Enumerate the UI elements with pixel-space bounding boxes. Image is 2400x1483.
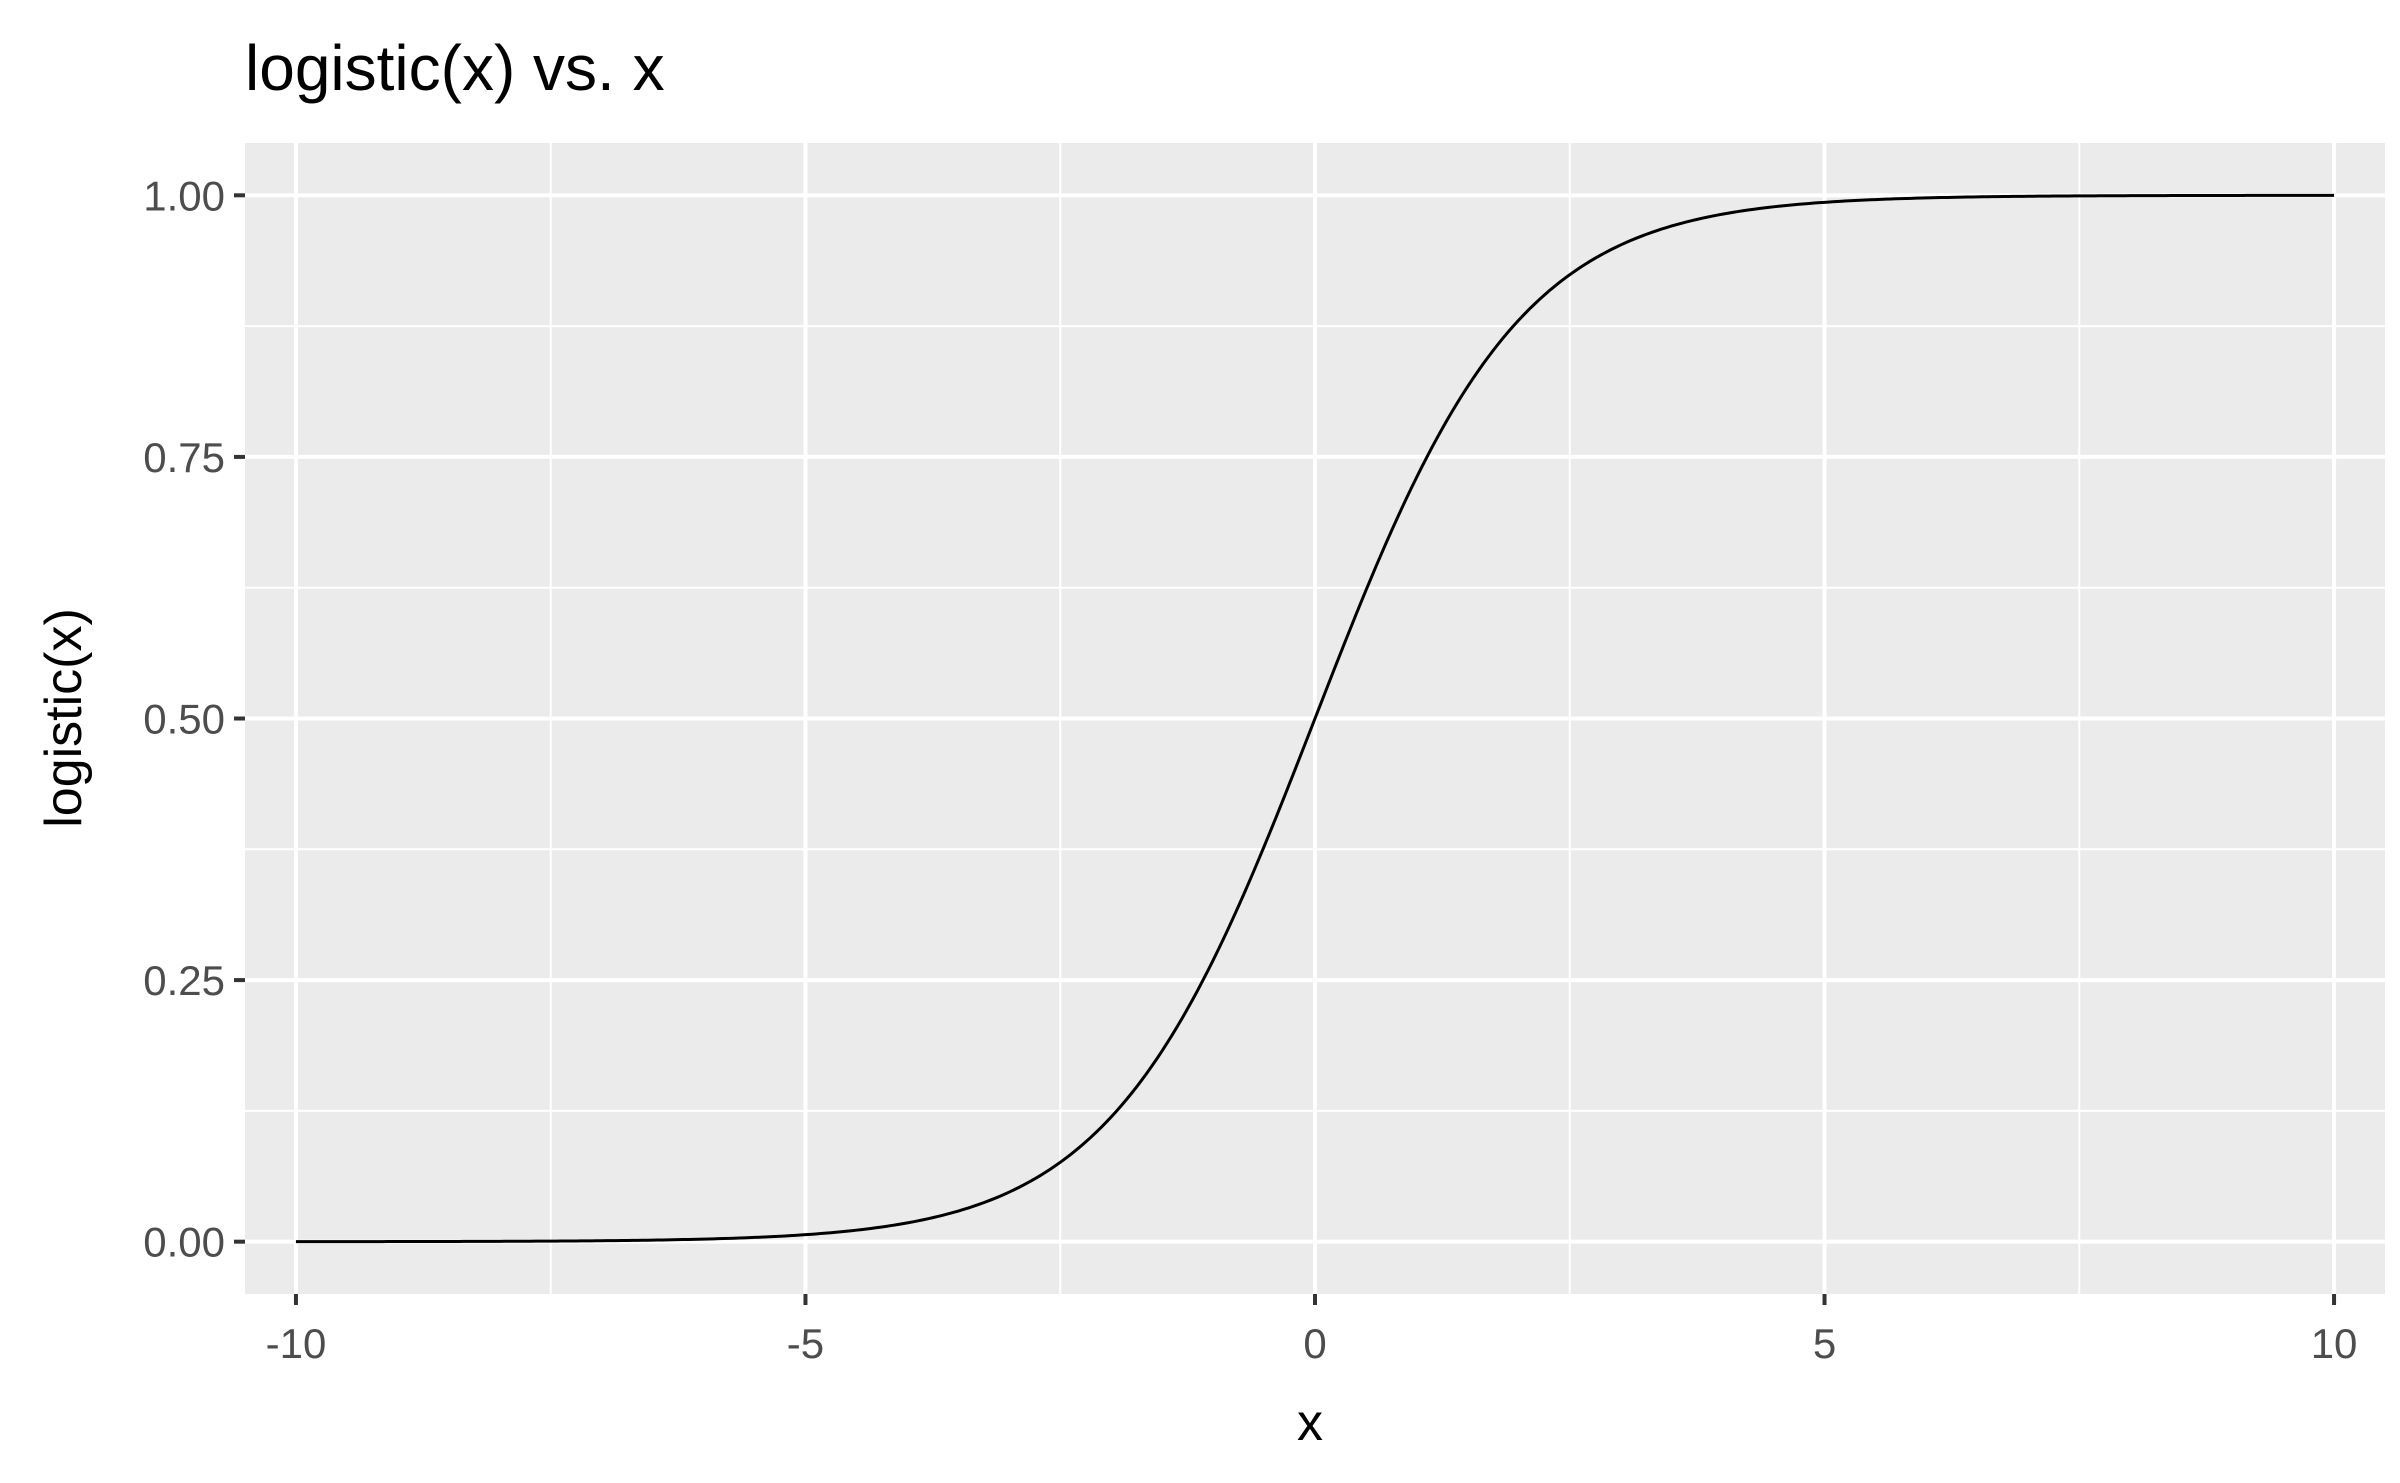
x-axis: -10 -5 0 5 10: [266, 1294, 2358, 1367]
y-tick-label: 0.50: [143, 696, 225, 743]
y-axis-title: logistic(x): [35, 608, 93, 828]
chart-title: logistic(x) vs. x: [245, 32, 665, 104]
x-tick-label: -5: [787, 1320, 824, 1367]
y-tick-label: 0.00: [143, 1219, 225, 1266]
y-tick-label: 0.25: [143, 957, 225, 1004]
y-tick-label: 1.00: [143, 172, 225, 219]
x-tick-label: 10: [2311, 1320, 2358, 1367]
x-tick-label: -10: [266, 1320, 327, 1367]
series-layer: [295, 193, 2335, 1244]
logistic-curve: [295, 193, 2335, 1244]
x-tick-label: 0: [1303, 1320, 1326, 1367]
x-tick-label: 5: [1813, 1320, 1836, 1367]
y-tick-label: 0.75: [143, 434, 225, 481]
y-axis: 0.00 0.25 0.50 0.75 1.00: [143, 172, 245, 1266]
x-axis-title: x: [1297, 1394, 1323, 1452]
